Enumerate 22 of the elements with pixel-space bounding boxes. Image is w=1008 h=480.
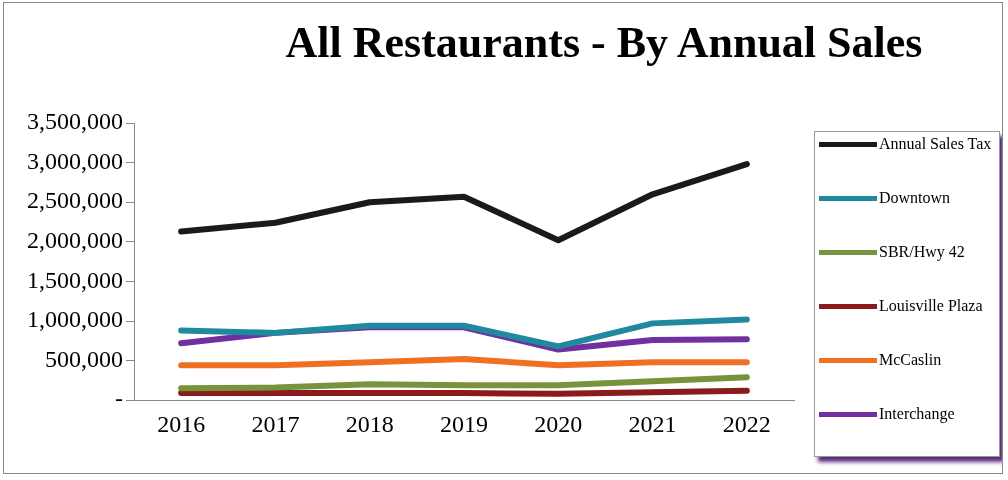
legend-label: McCaslin xyxy=(879,350,942,369)
legend-label: Louisville Plaza xyxy=(879,296,983,315)
x-tick-label: 2019 xyxy=(440,410,488,437)
y-tick-label: 500,000 xyxy=(45,345,123,372)
legend-label: Downtown xyxy=(879,188,951,207)
y-tick-label: 2,500,000 xyxy=(27,187,123,214)
legend-label: Annual Sales Tax xyxy=(879,134,992,153)
x-tick-label: 2021 xyxy=(628,410,677,437)
chart-title: All Restaurants - By Annual Sales xyxy=(284,17,924,68)
y-tick-label: 3,000,000 xyxy=(27,147,123,174)
x-tick-label: 2022 xyxy=(722,410,771,437)
x-tick-label: 2020 xyxy=(534,410,583,437)
y-tick-label: - xyxy=(115,385,123,412)
x-tick-label: 2017 xyxy=(251,410,300,437)
x-tick-label: 2018 xyxy=(345,410,394,437)
legend-label: SBR/Hwy 42 xyxy=(879,242,965,261)
y-tick-label: 3,500,000 xyxy=(27,108,123,135)
y-tick-label: 2,000,000 xyxy=(27,227,123,254)
x-tick-label: 2016 xyxy=(157,410,206,437)
y-tick-label: 1,500,000 xyxy=(27,266,123,293)
y-tick-label: 1,000,000 xyxy=(27,306,123,333)
legend-label: Interchange xyxy=(879,404,955,423)
